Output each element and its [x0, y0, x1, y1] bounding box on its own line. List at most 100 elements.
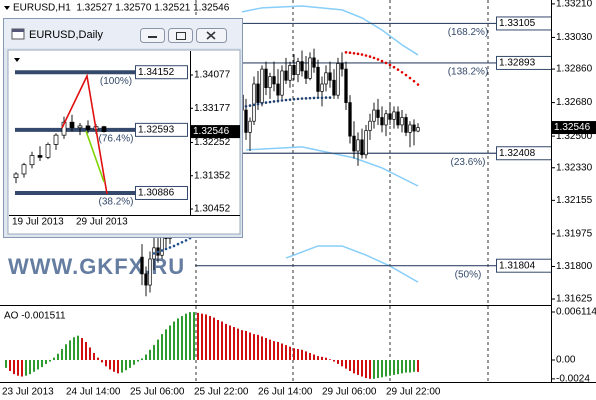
- fib-price-box: [135, 122, 188, 137]
- ao-bar: [5, 360, 7, 368]
- ao-bar: [125, 360, 127, 371]
- candle-body: [380, 117, 384, 126]
- sar-dot: [160, 249, 164, 252]
- candle-body: [392, 111, 396, 120]
- y-tick-label: 1.30452: [194, 204, 231, 215]
- ao-bar: [345, 360, 347, 369]
- ao-bar: [237, 328, 239, 361]
- last-price-box: [552, 121, 596, 135]
- ao-bar: [133, 360, 135, 365]
- indicator-line: [285, 245, 419, 283]
- ao-bar: [349, 360, 351, 372]
- candle-body: [264, 68, 268, 89]
- sar-dot: [252, 103, 256, 107]
- sar-dot: [384, 61, 388, 65]
- sar-dot: [392, 65, 396, 69]
- ao-bar: [49, 360, 51, 362]
- y-tick-label: 1.32252: [194, 137, 231, 148]
- candle-body: [69, 121, 75, 129]
- ao-bar: [341, 360, 343, 367]
- sar-dot: [276, 99, 280, 103]
- candle-body: [336, 63, 340, 96]
- sar-dot: [248, 104, 252, 107]
- ao-bar: [297, 349, 299, 361]
- indicator-line: [241, 5, 419, 56]
- ao-bar: [301, 349, 303, 361]
- sar-dot: [244, 105, 248, 108]
- candle-body: [21, 164, 27, 175]
- fib-ratio: (168.2%): [448, 27, 489, 38]
- ao-bar: [161, 334, 163, 361]
- ao-bar: [277, 341, 279, 361]
- ao-bar: [373, 360, 375, 379]
- close-button[interactable]: [196, 28, 227, 43]
- sar-dot: [164, 247, 168, 251]
- ao-bar: [397, 360, 399, 375]
- ao-bar: [357, 360, 359, 375]
- button-glyph: [148, 36, 157, 38]
- sar-dot: [396, 68, 400, 71]
- sar-dot: [156, 250, 160, 254]
- ao-bar: [197, 312, 199, 361]
- restore-button[interactable]: [168, 28, 193, 43]
- sar-dot: [368, 55, 372, 58]
- ao-bar: [105, 360, 107, 367]
- sar-dot: [376, 58, 380, 61]
- ao-bar: [77, 335, 79, 361]
- ao-bar: [45, 360, 47, 364]
- menu-arrow: [14, 58, 20, 62]
- candle-body: [356, 139, 360, 152]
- candle-body: [292, 65, 296, 76]
- sar-dot: [172, 244, 176, 248]
- sar-dot: [264, 101, 268, 104]
- ao-bar: [165, 329, 167, 361]
- candle-body: [416, 127, 420, 132]
- ao-bar: [281, 343, 283, 361]
- minimize-button[interactable]: [140, 28, 165, 43]
- ao-bar: [213, 317, 215, 361]
- sar-dot: [280, 99, 284, 102]
- candle-body: [268, 76, 272, 89]
- fib-price-box: [135, 65, 188, 80]
- candle-body: [316, 66, 320, 92]
- last-price: 1.32546: [193, 126, 230, 137]
- ao-bar: [313, 354, 315, 361]
- y-tick-label: 1.31625: [556, 294, 593, 305]
- candle-body: [288, 65, 292, 81]
- fib-price-box: [135, 185, 188, 200]
- candle-body: [304, 70, 308, 79]
- sar-dot: [324, 96, 328, 99]
- button-face: [140, 28, 165, 43]
- y-tick-label: 1.33210: [556, 0, 593, 10]
- ao-bar: [401, 360, 403, 374]
- ao-bar: [293, 348, 295, 361]
- ao-bar: [73, 337, 75, 361]
- ao-bar: [201, 313, 203, 361]
- candle-body: [320, 83, 324, 92]
- ao-bar: [317, 356, 319, 361]
- time-axis: 23 Jul 2013 24 Jul 14:00 25 Jul 06:00 25 Ju…: [2, 387, 441, 398]
- client-area: [7, 49, 241, 235]
- watermark: WWW.GKFX.RU: [8, 254, 185, 279]
- ao-bar: [97, 357, 99, 361]
- ao-bar: [273, 341, 275, 361]
- h1-chart: EURUSD,H1 1.32527 1.32570 1.32521 1.3254…: [4, 0, 596, 382]
- ao-panel: AO -0.001511 0.006114 0.00 -0.0024: [0, 305, 596, 384]
- ao-bar: [117, 360, 119, 374]
- candle-body: [276, 83, 280, 96]
- day-separators: [195, 0, 489, 382]
- ao-bar: [321, 356, 323, 361]
- fib-ratio: (76.4%): [98, 133, 133, 144]
- candle-body: [284, 70, 288, 81]
- fib-ratio: (38.2%): [98, 197, 133, 208]
- ao-bar: [113, 360, 115, 372]
- ao-bar: [285, 345, 287, 361]
- sar-dot: [356, 52, 360, 56]
- ao-bar: [353, 360, 355, 374]
- candle-body: [260, 68, 264, 103]
- ao-bar: [153, 345, 155, 361]
- sar-dot: [300, 97, 304, 100]
- ao-bar: [389, 360, 391, 376]
- sar-dot: [364, 54, 368, 57]
- trend-line: [85, 130, 105, 183]
